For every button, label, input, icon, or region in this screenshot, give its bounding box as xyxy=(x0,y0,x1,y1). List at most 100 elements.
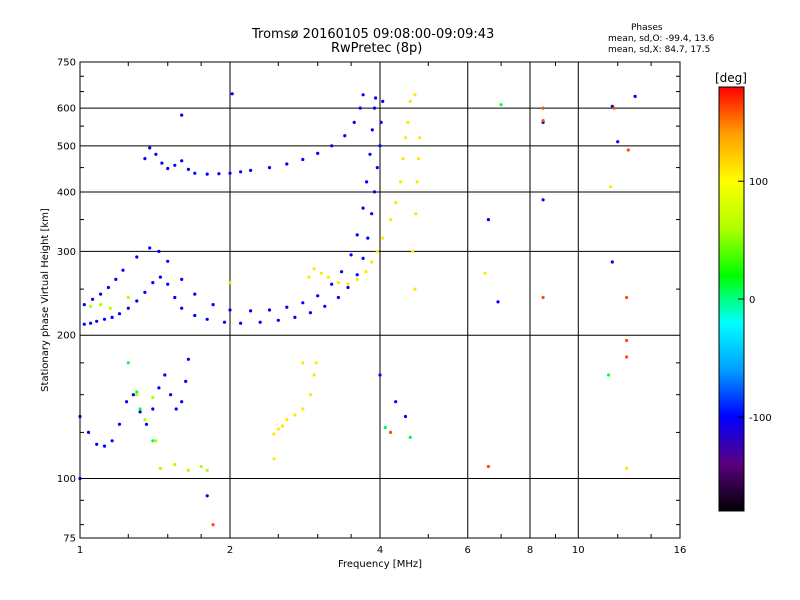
data-point xyxy=(626,148,630,152)
data-point xyxy=(389,218,393,222)
data-point xyxy=(375,166,379,170)
data-point xyxy=(205,172,209,176)
data-point xyxy=(399,180,403,184)
data-point xyxy=(378,373,382,377)
data-point xyxy=(381,99,385,103)
data-points xyxy=(78,92,637,527)
data-point xyxy=(358,106,362,110)
y-tick-label: 400 xyxy=(57,187,76,198)
data-point xyxy=(301,407,305,411)
data-point xyxy=(184,379,188,383)
data-point xyxy=(148,146,152,150)
data-point xyxy=(374,96,378,100)
y-tick-label: 100 xyxy=(57,474,76,485)
data-point xyxy=(135,299,139,303)
data-point xyxy=(499,103,503,107)
data-point xyxy=(199,464,203,469)
x-tick-label: 1 xyxy=(77,545,83,556)
data-point xyxy=(249,309,253,313)
data-point xyxy=(151,439,155,443)
data-point xyxy=(91,297,95,301)
data-point xyxy=(370,128,374,132)
data-point xyxy=(205,494,209,498)
data-point xyxy=(158,466,162,470)
data-point xyxy=(326,275,330,279)
data-point xyxy=(193,313,197,318)
data-point xyxy=(281,424,285,428)
data-point xyxy=(228,281,232,285)
data-point xyxy=(217,172,221,176)
info-o-mode: mean, sd,O: -99.4, 13.6 xyxy=(608,34,715,44)
data-point xyxy=(355,277,359,281)
chart-subtitle: RwPretec (8p) xyxy=(331,41,423,56)
data-point xyxy=(95,319,99,323)
data-point xyxy=(143,418,147,422)
data-point xyxy=(625,338,629,343)
data-point xyxy=(379,120,383,124)
data-point xyxy=(361,256,365,260)
data-point xyxy=(415,180,419,184)
data-point xyxy=(160,161,164,165)
x-tick-label: 6 xyxy=(465,545,471,556)
data-point xyxy=(110,315,114,319)
data-point xyxy=(186,357,190,361)
data-point xyxy=(541,295,545,300)
data-point xyxy=(316,151,320,155)
data-point xyxy=(89,321,93,325)
x-axis-label: Frequency [MHz] xyxy=(338,559,422,570)
data-point xyxy=(117,312,122,316)
data-point xyxy=(616,140,620,144)
x-axis-ticks: 1 2 4 6 8 10 16 xyxy=(77,62,686,556)
data-point xyxy=(361,206,365,210)
data-point xyxy=(301,157,305,162)
data-point xyxy=(193,292,197,296)
data-point xyxy=(285,305,289,309)
data-point xyxy=(180,277,184,281)
data-point xyxy=(383,425,387,430)
data-point xyxy=(110,439,114,443)
y-tick-label: 600 xyxy=(57,104,76,115)
data-point xyxy=(408,99,412,103)
data-point xyxy=(541,119,545,123)
data-point xyxy=(355,273,359,277)
data-point xyxy=(173,295,177,300)
data-point xyxy=(496,300,500,304)
data-point xyxy=(541,106,545,110)
data-point xyxy=(625,355,629,359)
data-point xyxy=(106,285,110,290)
data-point xyxy=(186,167,190,171)
data-point xyxy=(403,136,408,140)
data-point xyxy=(352,120,356,124)
data-point xyxy=(205,317,209,321)
colorbar-tick-label: -100 xyxy=(749,413,772,424)
data-point xyxy=(272,432,276,436)
data-point xyxy=(180,400,184,404)
chart-title: Tromsø 20160105 09:08:00-09:09:43 xyxy=(252,27,495,42)
data-point xyxy=(144,422,149,426)
data-point xyxy=(312,267,316,271)
data-point xyxy=(148,246,152,250)
data-point xyxy=(143,290,147,294)
colorbar-ticks: 100 0 -100 xyxy=(738,177,772,424)
data-point xyxy=(102,317,107,321)
data-point xyxy=(157,386,161,390)
data-point xyxy=(174,407,178,411)
data-point xyxy=(417,136,422,140)
data-point xyxy=(349,253,353,257)
data-point xyxy=(205,468,209,472)
data-point xyxy=(370,260,374,264)
data-point xyxy=(389,430,393,434)
x-tick-label: 4 xyxy=(377,545,383,556)
data-point xyxy=(135,393,139,397)
data-point xyxy=(126,306,130,310)
data-point xyxy=(180,306,184,310)
info-heading: Phases xyxy=(631,23,663,33)
data-point xyxy=(394,201,398,205)
data-point xyxy=(483,271,487,275)
data-point xyxy=(267,308,272,312)
data-point xyxy=(272,457,276,461)
data-point xyxy=(126,361,130,365)
data-point xyxy=(414,212,418,216)
